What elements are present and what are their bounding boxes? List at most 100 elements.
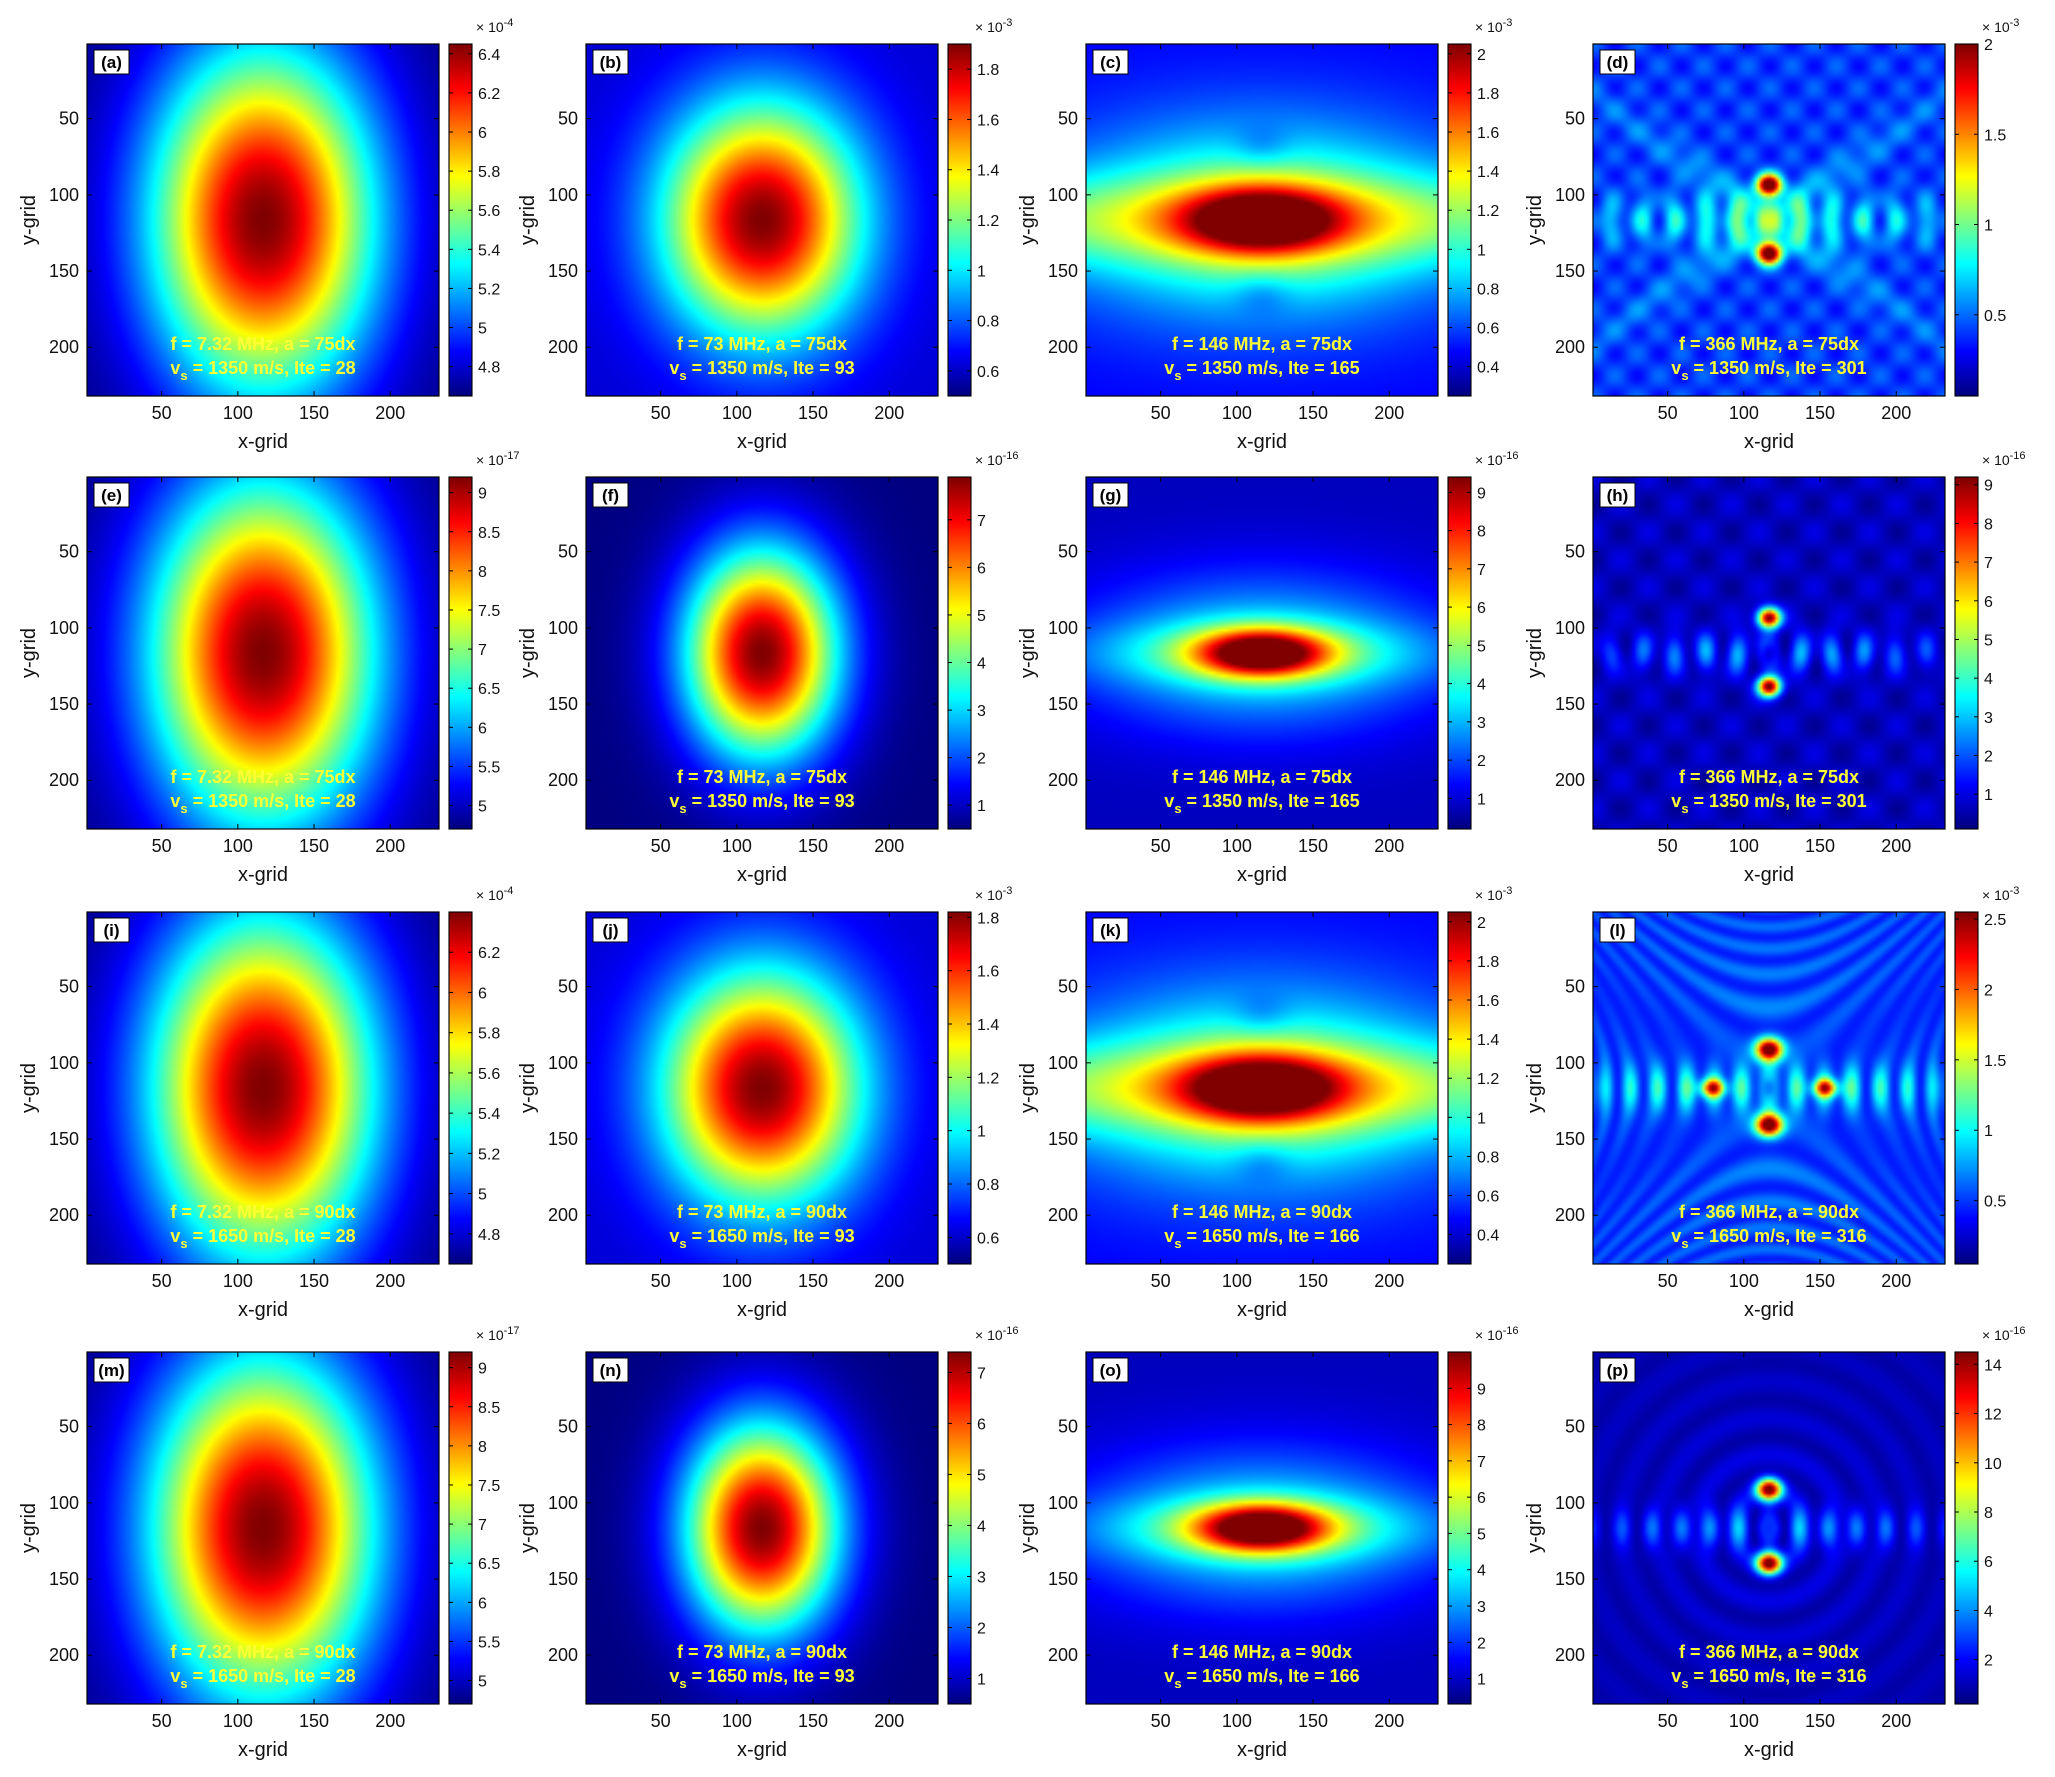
colorbar-gradient: [948, 1352, 971, 1704]
x-axis-label: x-grid: [1237, 1739, 1287, 1761]
colorbar-tick-label: 4: [1477, 677, 1486, 694]
colorbar-exponent: × 10-3: [1475, 17, 1512, 35]
colorbar-tick-label: 2.5: [1984, 912, 2006, 929]
colorbar-tick-label: 1.8: [1477, 954, 1499, 971]
colorbar-tick-label: 1: [977, 1124, 986, 1141]
annotation-line-1: f = 7.32 MHz, a = 75dx: [170, 334, 355, 354]
colorbar-tick-label: 1: [1984, 1123, 1993, 1140]
axes-frame: [1592, 1351, 1946, 1705]
colorbar-tick-label: 1: [1984, 218, 1993, 235]
panel-label-box: [93, 917, 130, 943]
colorbar-gradient: [1955, 44, 1978, 396]
y-tick-label: 100: [1048, 618, 1078, 638]
x-tick-label: 200: [874, 1711, 904, 1731]
y-tick-label: 200: [548, 1645, 578, 1665]
x-tick-label: 150: [299, 836, 329, 856]
x-tick-label: 50: [651, 403, 671, 423]
panel-label-box: [1092, 49, 1129, 75]
y-tick-label: 200: [1555, 337, 1585, 357]
annotation-line-2: vs = 1350 m/s, Ite = 301: [1671, 358, 1866, 383]
panel-label: (g): [1100, 486, 1122, 505]
colorbar-tick-label: 1.4: [977, 163, 999, 180]
colorbar-exponent: × 10-17: [476, 1325, 520, 1343]
colorbar-tick-label: 4: [1984, 671, 1993, 688]
colorbar-tick-label: 6: [977, 1416, 986, 1433]
panel-a: 50 100 150 200 50 100 150 200 x-grid y-grid (a) f =…: [18, 17, 513, 453]
colorbar-frame: [947, 1351, 972, 1705]
panel-label-box: [592, 49, 629, 75]
panel-label: (o): [1100, 1361, 1122, 1380]
colorbar-tick-label: 8.5: [478, 1400, 500, 1417]
colorbar-gradient: [1955, 477, 1978, 829]
x-tick-label: 100: [223, 1271, 253, 1291]
colorbar-tick-label: 0.4: [1477, 360, 1499, 377]
x-tick-label: 150: [1298, 1271, 1328, 1291]
colorbar-gradient: [1448, 1352, 1471, 1704]
colorbar-tick-label: 14: [1984, 1357, 2002, 1374]
y-axis-label: y-grid: [1524, 195, 1546, 245]
y-tick-label: 200: [1555, 1645, 1585, 1665]
colorbar-tick-label: 3: [1477, 1599, 1486, 1616]
x-tick-label: 200: [1374, 403, 1404, 423]
y-tick-label: 150: [49, 694, 79, 714]
axes-frame: [585, 1351, 939, 1705]
colorbar-frame: [1447, 43, 1472, 397]
annotation-line-2: vs = 1650 m/s, Ite = 28: [170, 1666, 355, 1691]
colorbar-tick-label: 1.8: [977, 62, 999, 79]
colorbar-tick-label: 5: [478, 799, 487, 816]
y-axis-label: y-grid: [1524, 1503, 1546, 1553]
y-tick-label: 50: [1565, 1417, 1585, 1437]
heatmap-image: [586, 1352, 938, 1704]
colorbar-tick-label: 2: [977, 1620, 986, 1637]
colorbar-tick-label: 2: [1477, 753, 1486, 770]
x-tick-label: 100: [223, 403, 253, 423]
axes-frame: [1592, 476, 1946, 830]
y-tick-label: 50: [59, 542, 79, 562]
annotation-line-2: vs = 1650 m/s, Ite = 93: [669, 1666, 854, 1691]
colorbar-tick-label: 6.2: [478, 945, 500, 962]
colorbar-tick-label: 6.5: [478, 1556, 500, 1573]
x-axis-label: x-grid: [737, 864, 787, 886]
colorbar-tick-label: 4.8: [478, 1227, 500, 1244]
colorbar-tick-label: 1.2: [977, 213, 999, 230]
colorbar-tick-label: 5: [478, 321, 487, 338]
heatmap-image: [586, 44, 938, 396]
y-tick-label: 150: [548, 1129, 578, 1149]
x-axis-label: x-grid: [737, 431, 787, 453]
y-axis-label: y-grid: [18, 1063, 40, 1113]
y-tick-label: 100: [548, 185, 578, 205]
x-axis-label: x-grid: [1744, 431, 1794, 453]
colorbar-exponent: × 10-16: [1475, 450, 1519, 468]
x-tick-label: 100: [722, 403, 752, 423]
x-tick-label: 200: [1374, 1271, 1404, 1291]
y-tick-label: 50: [1565, 977, 1585, 997]
colorbar-tick-label: 6: [1477, 1490, 1486, 1507]
y-tick-label: 100: [548, 1053, 578, 1073]
colorbar-tick-label: 1.2: [1477, 1071, 1499, 1088]
colorbar-frame: [448, 476, 473, 830]
heatmap-image: [1593, 44, 1945, 396]
x-tick-label: 200: [375, 836, 405, 856]
x-axis-label: x-grid: [238, 1299, 288, 1321]
colorbar-tick-label: 1: [977, 1671, 986, 1688]
y-axis-label: y-grid: [517, 1063, 539, 1113]
colorbar-frame: [448, 43, 473, 397]
colorbar-tick-label: 9: [478, 1361, 487, 1378]
colorbar-tick-label: 3: [1984, 710, 1993, 727]
colorbar-gradient: [948, 477, 971, 829]
panel-label: (d): [1607, 53, 1629, 72]
y-tick-label: 150: [49, 1569, 79, 1589]
annotation-line-1: f = 7.32 MHz, a = 90dx: [170, 1642, 355, 1662]
annotation-line-1: f = 366 MHz, a = 90dx: [1679, 1642, 1859, 1662]
axes-frame: [1592, 911, 1946, 1265]
y-tick-label: 150: [1048, 1569, 1078, 1589]
colorbar-tick-label: 5.2: [478, 281, 500, 298]
x-tick-label: 200: [1881, 1271, 1911, 1291]
y-tick-label: 150: [1555, 1569, 1585, 1589]
x-axis-label: x-grid: [238, 431, 288, 453]
colorbar-tick-label: 6: [478, 720, 487, 737]
x-axis-label: x-grid: [238, 1739, 288, 1761]
panel-m: 50 100 150 200 50 100 150 200 x-grid y-grid (m) f =…: [18, 1325, 520, 1761]
y-tick-label: 50: [59, 977, 79, 997]
colorbar-tick-label: 6: [478, 985, 487, 1002]
